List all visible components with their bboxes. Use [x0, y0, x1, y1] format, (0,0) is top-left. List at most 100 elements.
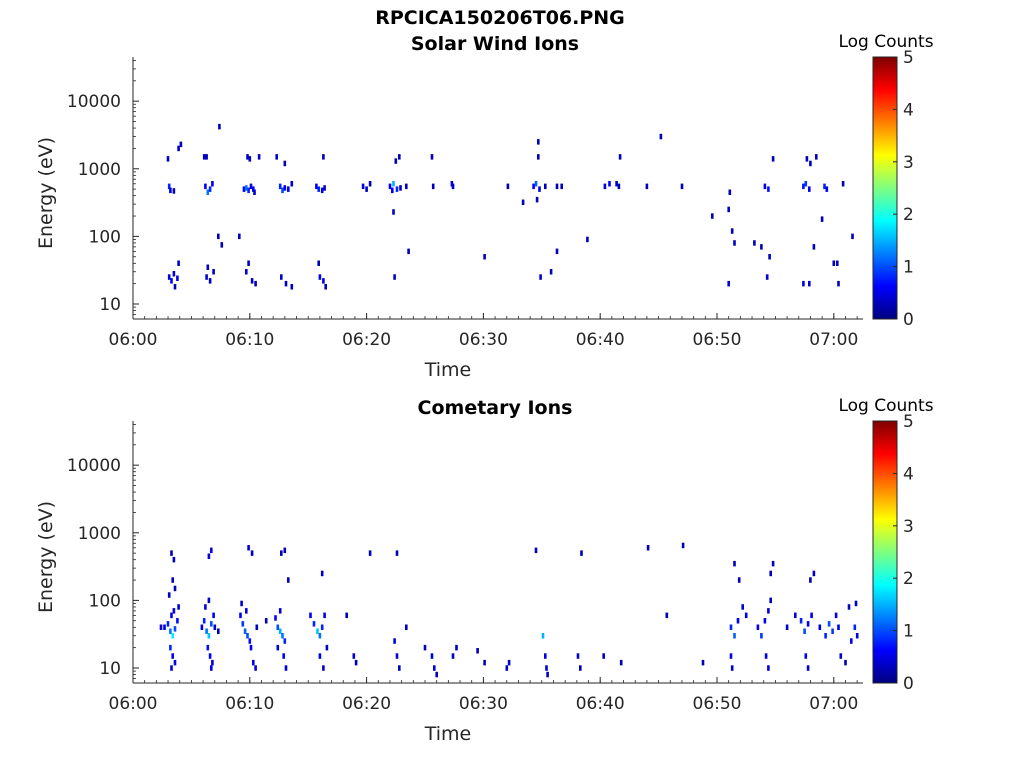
data-cell: [163, 624, 166, 630]
data-cell: [211, 659, 214, 666]
data-cell: [322, 154, 325, 160]
data-cell: [243, 628, 247, 634]
data-cell: [322, 278, 325, 284]
data-cell: [255, 624, 259, 630]
data-cell: [325, 644, 329, 651]
data-cell: [208, 278, 212, 284]
data-cell: [806, 665, 810, 671]
data-cell: [317, 186, 320, 192]
data-cell: [451, 653, 455, 659]
data-cell: [324, 284, 327, 290]
data-cell: [250, 278, 254, 284]
data-cell: [733, 633, 736, 639]
data-cell: [171, 633, 174, 639]
colorbar-tick-label: 4: [903, 100, 914, 120]
data-cell: [579, 665, 582, 671]
data-cell: [264, 618, 268, 624]
data-cell: [207, 633, 211, 639]
data-cell: [824, 633, 827, 639]
data-cell: [483, 254, 486, 260]
data-cell: [767, 608, 770, 614]
data-cell: [247, 545, 250, 551]
data-cell: [435, 671, 438, 678]
data-cell: [281, 633, 284, 639]
data-cell: [280, 550, 283, 556]
data-cell: [729, 624, 733, 630]
data-cell: [809, 160, 812, 167]
data-cell: [764, 653, 768, 659]
data-cell: [173, 284, 177, 290]
data-cell: [538, 186, 541, 192]
data-cell: [839, 653, 843, 659]
x-tick-label: 06:30: [459, 694, 508, 714]
data-cell: [392, 181, 395, 187]
data-cell: [206, 644, 210, 651]
data-cell: [608, 181, 611, 187]
data-cell: [176, 618, 179, 624]
y-axis-label: Energy (eV): [35, 501, 57, 613]
data-cell: [276, 624, 280, 630]
colorbar: [872, 420, 898, 684]
data-cell: [532, 183, 535, 190]
x-tick-label: 06:30: [459, 330, 508, 350]
data-cell: [253, 189, 256, 195]
x-tick-label: 06:20: [342, 330, 391, 350]
data-cell: [586, 236, 589, 243]
colorbar-tick-label: 1: [903, 622, 914, 642]
data-cell: [173, 659, 177, 666]
data-cell: [855, 633, 859, 639]
data-cell: [246, 633, 249, 639]
data-cell: [172, 556, 176, 563]
x-tick-label: 06:40: [576, 330, 625, 350]
data-cell: [618, 154, 622, 160]
y-tick-label: 1000: [78, 160, 121, 180]
data-cell: [729, 653, 733, 659]
data-cell: [808, 280, 811, 287]
data-cell: [368, 181, 372, 187]
colorbar-tick-label: 0: [903, 674, 914, 694]
data-cell: [847, 604, 851, 610]
data-cell: [290, 181, 294, 187]
data-cell: [204, 183, 207, 190]
data-cell: [555, 248, 559, 255]
data-cell: [220, 242, 224, 248]
data-cell: [245, 185, 248, 191]
data-cell: [172, 608, 176, 614]
x-tick-label: 06:00: [109, 694, 158, 714]
colorbar-tick-label: 3: [903, 517, 914, 537]
data-cell: [354, 659, 358, 666]
data-cell: [802, 183, 805, 190]
data-cell: [851, 233, 854, 240]
data-cell: [507, 659, 511, 666]
data-cell: [544, 183, 547, 190]
data-cell: [803, 628, 806, 634]
data-cell: [576, 653, 580, 659]
x-tick-label: 06:00: [109, 330, 158, 350]
data-cell: [278, 183, 282, 190]
data-cell: [771, 560, 775, 567]
colorbar-tick-label: 3: [903, 153, 914, 173]
data-cell: [393, 274, 396, 280]
data-cell: [681, 542, 685, 549]
data-cell: [730, 228, 734, 234]
panel-title: Cometary Ions: [418, 397, 573, 419]
data-cell: [802, 280, 805, 287]
data-cell: [560, 183, 563, 190]
data-cell: [206, 264, 210, 270]
data-cell: [645, 183, 649, 190]
data-cell: [278, 628, 282, 634]
data-cell: [248, 638, 252, 644]
data-cell: [836, 260, 839, 266]
data-cell: [166, 621, 170, 627]
data-cell: [240, 600, 243, 607]
data-cell: [771, 156, 775, 162]
data-cell: [799, 618, 803, 624]
data-cell: [283, 185, 287, 191]
data-cell: [537, 139, 540, 145]
data-cell: [854, 600, 858, 607]
data-cell: [239, 612, 242, 619]
data-cell: [728, 189, 732, 195]
data-cell: [818, 624, 822, 630]
data-cell: [200, 624, 204, 630]
data-cell: [171, 577, 174, 583]
